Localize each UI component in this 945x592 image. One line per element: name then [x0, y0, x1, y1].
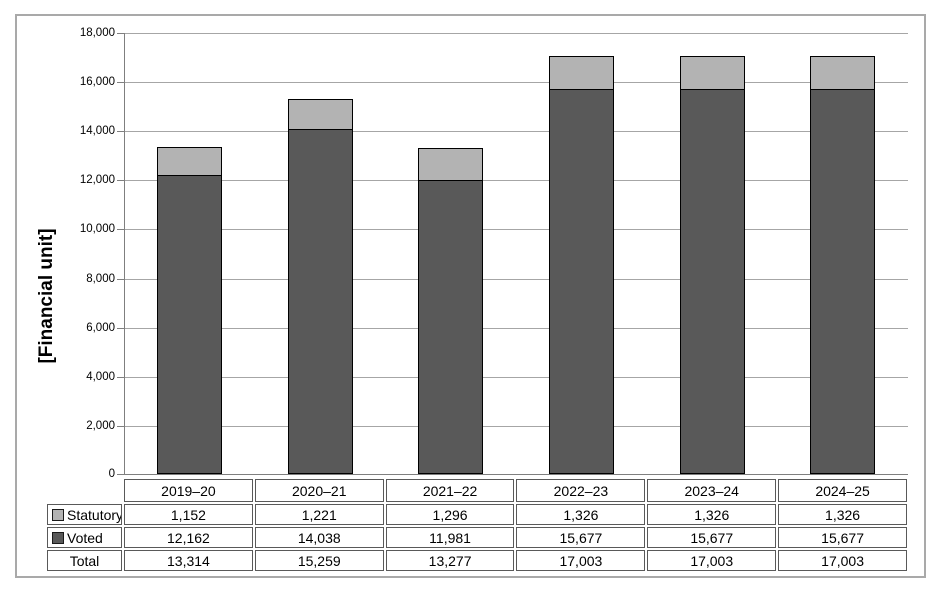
- bar-segment-statutory: [681, 57, 744, 90]
- category-label: 2022–23: [516, 479, 646, 502]
- data-table: 2019–20 2020–21 2021–22 2022–23 2023–24 2024–…: [45, 477, 909, 573]
- plot-area: [117, 33, 908, 475]
- table-total-value: 13,277: [385, 550, 515, 571]
- bar-segment-statutory: [419, 149, 482, 181]
- bar-2019–20: [157, 147, 222, 474]
- gridline: [124, 279, 908, 280]
- legend-swatch-voted: [52, 531, 64, 544]
- bar-2021–22: [418, 148, 483, 474]
- table-total-value: 17,003: [516, 550, 646, 571]
- y-axis-line: [124, 33, 125, 475]
- y-axis-tick: [117, 474, 124, 475]
- gridline: [124, 131, 908, 132]
- table-value: 1,326: [647, 504, 777, 525]
- total-row-label: Total: [47, 550, 122, 571]
- table-value: 15,677: [647, 527, 777, 548]
- table-row: 2019–20 2020–21 2021–22 2022–23 2023–24 2024–…: [47, 479, 907, 502]
- table-value: 1,326: [778, 504, 907, 525]
- y-tick-label: 6,000: [86, 322, 115, 334]
- table-value: 1,326: [516, 504, 646, 525]
- table-value: 1,296: [385, 504, 515, 525]
- y-axis-tick: [117, 426, 124, 427]
- y-axis-tick: [117, 131, 124, 132]
- bar-segment-statutory: [550, 57, 613, 90]
- gridline: [124, 229, 908, 230]
- table-value: 14,038: [254, 527, 384, 548]
- y-tick-label: 4,000: [86, 371, 115, 383]
- gridline: [124, 377, 908, 378]
- y-axis-tick: [117, 33, 124, 34]
- table-value: 11,981: [385, 527, 515, 548]
- table-row: Total 13,314 15,259 13,277 17,003 17,003 17,00…: [47, 550, 907, 571]
- bar-segment-statutory: [158, 148, 221, 176]
- table-row: Statutory 1,152 1,221 1,296 1,326 1,326 1,326: [47, 504, 907, 525]
- y-tick-label: 10,000: [79, 223, 115, 235]
- bar-segment-statutory: [289, 100, 352, 130]
- x-axis-line: [124, 474, 908, 475]
- table-value: 12,162: [124, 527, 253, 548]
- y-axis-tick: [117, 180, 124, 181]
- legend-label: Voted: [67, 529, 103, 546]
- category-label: 2024–25: [778, 479, 907, 502]
- y-tick-label: 0: [108, 468, 115, 480]
- y-axis-tick: [117, 377, 124, 378]
- gridline: [124, 180, 908, 181]
- table-total-value: 17,003: [647, 550, 777, 571]
- table-value: 15,677: [516, 527, 646, 548]
- y-tick-label: 2,000: [86, 420, 115, 432]
- legend-item-statutory: Statutory: [47, 504, 122, 525]
- bar-2023–24: [680, 56, 745, 474]
- table-row: Voted 12,162 14,038 11,981 15,677 15,677 15,67…: [47, 527, 907, 548]
- gridline: [124, 426, 908, 427]
- legend-item-voted: Voted: [47, 527, 122, 548]
- y-axis-tick: [117, 328, 124, 329]
- y-axis-tick: [117, 229, 124, 230]
- category-label: 2023–24: [647, 479, 777, 502]
- category-label: 2021–22: [385, 479, 515, 502]
- table-total-value: 15,259: [254, 550, 384, 571]
- legend-label: Statutory: [67, 506, 122, 523]
- y-tick-label: 12,000: [79, 174, 115, 186]
- gridline: [124, 33, 908, 34]
- legend-swatch-statutory: [52, 508, 64, 521]
- y-tick-label: 18,000: [79, 27, 115, 39]
- table-value: 15,677: [778, 527, 907, 548]
- table-total-value: 13,314: [124, 550, 253, 571]
- y-axis-tick: [117, 82, 124, 83]
- y-tick-label: 16,000: [79, 76, 115, 88]
- y-axis-title: [Financial unit]: [36, 228, 57, 364]
- table-total-value: 17,003: [778, 550, 907, 571]
- category-label: 2020–21: [254, 479, 384, 502]
- bar-segment-statutory: [811, 57, 874, 90]
- y-axis-tick: [117, 279, 124, 280]
- table-value: 1,221: [254, 504, 384, 525]
- table-corner-blank: [47, 479, 122, 502]
- y-tick-label: 14,000: [79, 125, 115, 137]
- bar-2022–23: [549, 56, 614, 474]
- gridline: [124, 82, 908, 83]
- y-tick-label: 8,000: [86, 273, 115, 285]
- table-value: 1,152: [124, 504, 253, 525]
- bar-2020–21: [288, 99, 353, 474]
- bar-2024–25: [810, 56, 875, 474]
- gridline: [124, 328, 908, 329]
- category-label: 2019–20: [124, 479, 253, 502]
